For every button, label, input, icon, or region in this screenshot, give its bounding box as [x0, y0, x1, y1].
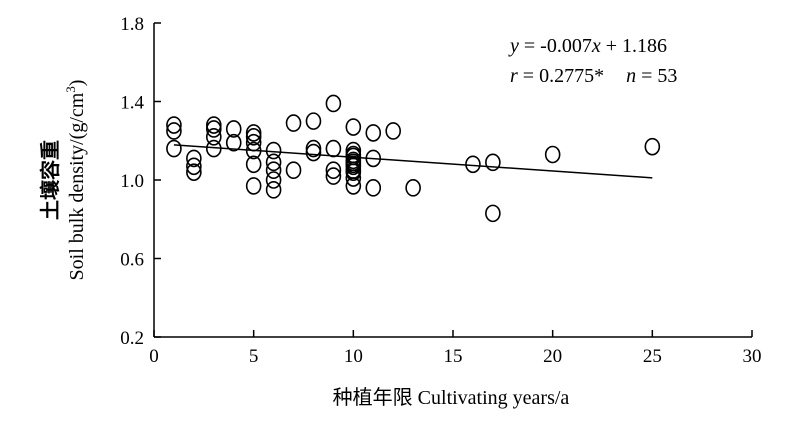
tick-labels: 0 5 10 15 20 25 30 0.2 0.6 1.0 1.4 1.8	[120, 14, 761, 367]
data-point	[245, 177, 262, 195]
y-tick-label: 0.6	[120, 250, 144, 271]
regression-equation: y = -0.007x + 1.186	[508, 35, 667, 57]
x-tick-label: 30	[743, 346, 762, 367]
x-tick-label: 25	[643, 346, 662, 367]
data-point	[485, 153, 501, 172]
data-point	[325, 161, 342, 179]
data-point	[485, 204, 501, 223]
x-axis-title: 种植年限 Cultivating years/a	[333, 386, 570, 409]
data-point	[186, 157, 202, 176]
x-tick-label: 0	[149, 346, 159, 367]
data-point	[644, 137, 661, 156]
data-point	[345, 177, 362, 195]
correlation-annotation: r = 0.2775* n = 53	[510, 65, 677, 87]
data-point	[365, 124, 382, 142]
data-point	[285, 161, 302, 179]
data-point	[544, 145, 561, 164]
data-point	[465, 155, 481, 174]
y-tick-label: 1.8	[120, 14, 144, 35]
data-points	[166, 94, 661, 223]
data-point	[305, 143, 322, 162]
y-axis-title-cn: 土壤容重	[38, 140, 62, 220]
ticks	[153, 22, 753, 338]
data-point	[166, 116, 182, 134]
data-point	[186, 149, 202, 168]
y-axis-title-en: Soil bulk density/(g/cm3)	[63, 80, 88, 281]
data-point	[206, 120, 222, 138]
y-axis-title: 土壤容重 Soil bulk density/(g/cm3)	[38, 80, 88, 281]
regression-line	[173, 144, 653, 179]
data-point	[265, 181, 282, 199]
data-point	[345, 163, 362, 181]
data-point	[265, 171, 282, 189]
data-point	[186, 163, 202, 181]
data-point	[245, 128, 262, 146]
data-point	[265, 153, 282, 172]
data-point	[345, 118, 362, 136]
data-point	[285, 114, 302, 132]
data-point	[206, 128, 222, 146]
data-point	[245, 124, 262, 142]
data-point	[385, 122, 402, 140]
x-tick-label: 10	[344, 346, 363, 367]
data-point	[345, 169, 362, 187]
x-tick-label: 15	[444, 346, 463, 367]
data-point	[325, 94, 342, 113]
x-tick-label: 20	[543, 346, 562, 367]
data-point	[325, 139, 342, 158]
data-point	[365, 179, 382, 197]
y-tick-label: 0.2	[120, 328, 144, 349]
data-point	[166, 139, 182, 158]
data-point	[305, 112, 322, 130]
data-point	[166, 122, 182, 140]
data-point	[225, 133, 242, 152]
data-point	[405, 179, 421, 197]
data-point	[245, 155, 262, 174]
x-tick-label: 5	[249, 346, 259, 367]
data-point	[225, 120, 242, 138]
data-point	[325, 167, 342, 185]
data-point	[265, 161, 282, 179]
y-tick-label: 1.0	[120, 171, 144, 192]
y-tick-label: 1.4	[120, 93, 144, 114]
